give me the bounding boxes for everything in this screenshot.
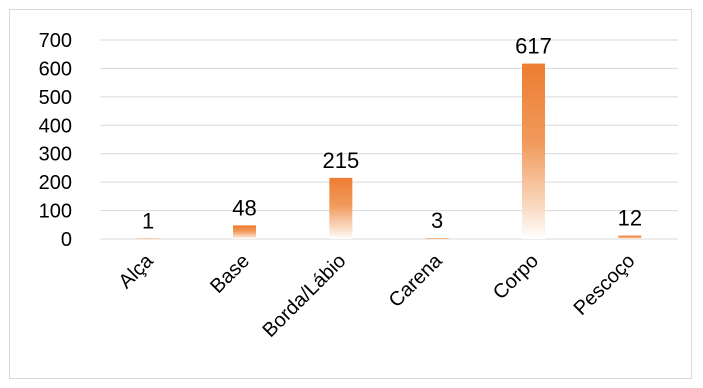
y-tick-label: 0: [61, 229, 72, 251]
data-label: 1: [142, 209, 154, 234]
gridlines: [100, 39, 678, 240]
data-label: 617: [515, 34, 552, 59]
y-tick-label: 300: [39, 144, 72, 166]
bar-borda-l-bio: [329, 177, 353, 239]
bar-corpo: [522, 63, 545, 239]
data-label: 12: [618, 206, 642, 231]
data-label: 48: [232, 195, 256, 220]
x-tick-label: Borda/Lábio: [259, 250, 351, 342]
data-labels: 1 48 215 3 617 12: [142, 34, 642, 234]
chart-frame: 0 100 200 300 400 500 600 700 1 48 215 3 617 12 Alça…: [9, 9, 692, 379]
bars: [136, 63, 642, 239]
y-tick-label: 400: [39, 115, 72, 137]
bar-al-a: [136, 238, 160, 239]
bar-chart: 0 100 200 300 400 500 600 700 1 48 215 3 617 12 Alça…: [39, 30, 678, 342]
x-tick-label: Pescoço: [570, 250, 640, 320]
x-tick-label: Carena: [385, 249, 448, 312]
x-tick-label: Corpo: [489, 250, 543, 304]
y-tick-label: 100: [39, 201, 72, 223]
data-label: 3: [431, 208, 443, 233]
y-tick-label: 700: [39, 30, 72, 52]
x-tick-label: Base: [206, 250, 254, 298]
bar-carena: [425, 238, 449, 239]
bar-pesco-o: [618, 235, 642, 239]
y-tick-label: 200: [39, 172, 72, 194]
bar-base: [233, 225, 256, 239]
x-axis-tick-labels: Alça Base Borda/Lábio Carena Corpo Pescoço: [115, 249, 640, 341]
y-tick-label: 500: [39, 87, 72, 109]
data-label: 215: [322, 148, 359, 173]
y-axis-tick-labels: 0 100 200 300 400 500 600 700: [39, 30, 72, 251]
y-tick-label: 600: [39, 58, 72, 80]
x-tick-label: Alça: [115, 249, 159, 293]
